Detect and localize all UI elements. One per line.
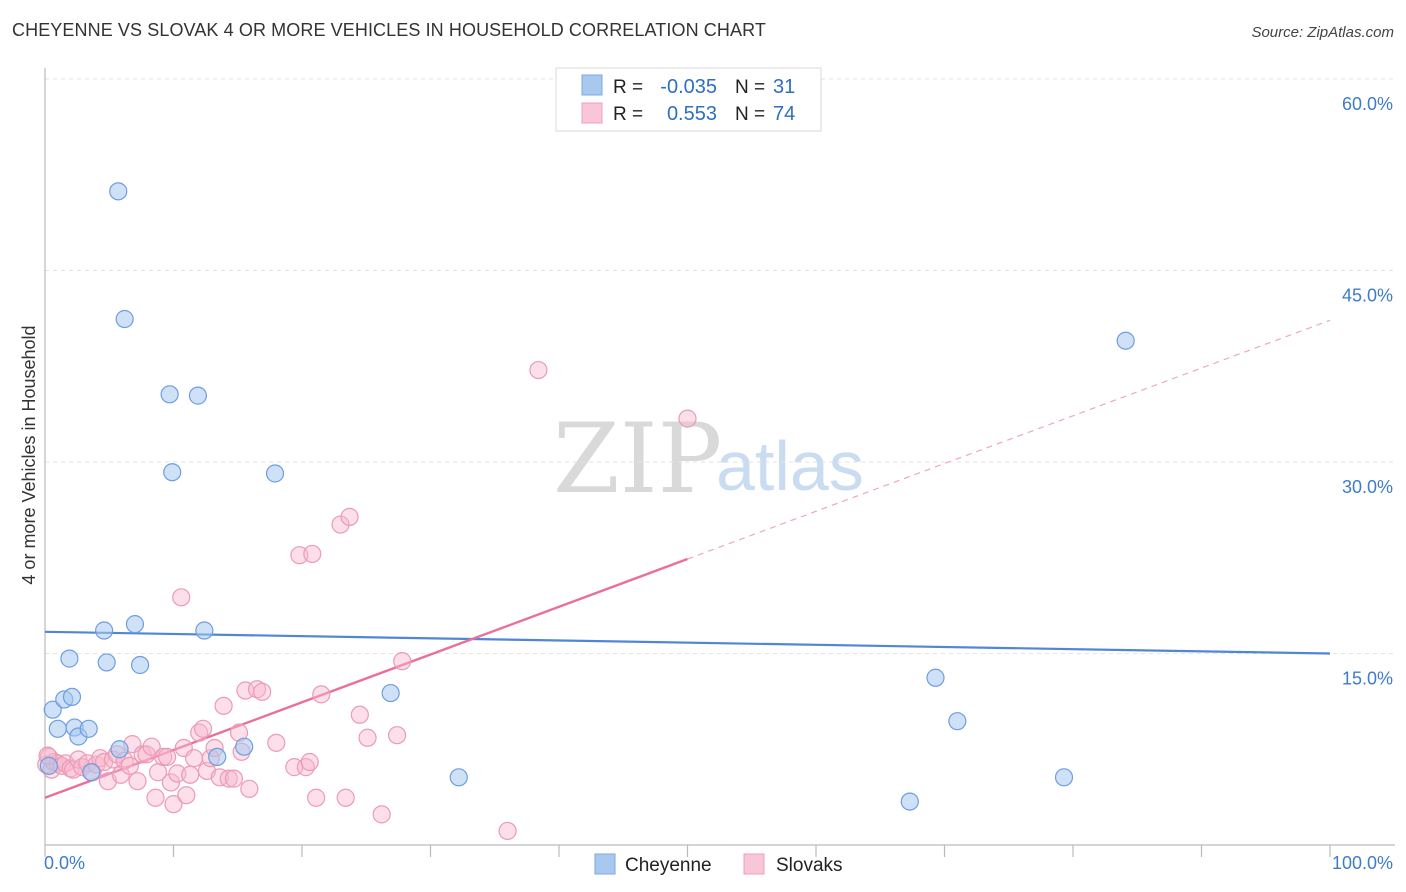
data-point-slovaks bbox=[142, 737, 161, 756]
data-point-slovaks bbox=[303, 544, 322, 564]
legend-swatch-slovaks bbox=[581, 102, 603, 124]
legend-n-value-cheyenne: 31 bbox=[773, 76, 795, 98]
data-point-slovaks bbox=[172, 588, 191, 607]
y-tick-label: 60.0% bbox=[1342, 94, 1393, 114]
data-point-slovaks bbox=[498, 821, 517, 841]
data-point-cheyenne bbox=[188, 386, 208, 405]
data-point-cheyenne bbox=[39, 756, 58, 775]
top-legend: R = -0.035 N = 31 R = 0.553 N = 74 bbox=[555, 67, 822, 132]
bottom-legend-swatch-slovaks bbox=[743, 853, 765, 875]
data-point-slovaks bbox=[350, 705, 369, 724]
data-point-slovaks bbox=[177, 786, 196, 805]
data-point-slovaks bbox=[146, 788, 165, 807]
data-point-cheyenne bbox=[48, 719, 67, 738]
data-point-slovaks bbox=[340, 507, 359, 526]
data-point-cheyenne bbox=[449, 768, 468, 787]
legend-n-label-cheyenne: N = bbox=[735, 77, 765, 98]
data-point-slovaks bbox=[214, 696, 233, 715]
data-point-cheyenne bbox=[125, 615, 145, 634]
y-axis-title: 4 or more Vehicles in Household bbox=[19, 325, 39, 584]
data-point-slovaks bbox=[247, 680, 267, 699]
legend-r-value-cheyenne: -0.035 bbox=[660, 76, 717, 98]
legend-r-label-cheyenne: R = bbox=[613, 77, 643, 98]
data-point-slovaks bbox=[372, 805, 391, 824]
data-point-slovaks bbox=[253, 682, 272, 701]
data-point-slovaks bbox=[358, 728, 377, 747]
data-point-cheyenne bbox=[948, 712, 967, 731]
data-point-cheyenne bbox=[110, 740, 129, 759]
legend-n-label-slovaks: N = bbox=[735, 104, 765, 125]
data-point-cheyenne bbox=[265, 464, 285, 483]
data-point-cheyenne bbox=[109, 182, 128, 201]
data-point-slovaks bbox=[678, 409, 697, 428]
data-point-cheyenne bbox=[62, 687, 82, 707]
data-point-slovaks bbox=[128, 772, 147, 791]
data-point-slovaks bbox=[240, 779, 259, 798]
bottom-legend-swatch-cheyenne bbox=[594, 853, 616, 875]
data-point-cheyenne bbox=[163, 463, 182, 482]
trend-lines bbox=[44, 319, 1331, 799]
data-point-slovaks bbox=[161, 773, 181, 792]
grid-lines bbox=[45, 78, 1395, 654]
bottom-legend-label-slovaks: Slovaks bbox=[776, 855, 843, 876]
data-point-cheyenne bbox=[208, 747, 227, 767]
data-point-cheyenne bbox=[43, 700, 62, 719]
trend-line-slovaks bbox=[44, 557, 688, 799]
legend-swatch-cheyenne bbox=[581, 74, 603, 96]
data-point-slovaks bbox=[157, 747, 177, 767]
data-point-slovaks bbox=[529, 360, 548, 380]
legend-r-label-slovaks: R = bbox=[613, 104, 643, 125]
watermark-zip: ZIP bbox=[553, 403, 722, 515]
data-point-cheyenne bbox=[79, 719, 98, 738]
bottom-legend: Cheyenne Slovaks bbox=[594, 853, 843, 876]
y-tick-label: 15.0% bbox=[1342, 669, 1393, 689]
data-point-cheyenne bbox=[381, 683, 400, 703]
data-point-cheyenne bbox=[160, 385, 179, 404]
data-point-cheyenne bbox=[900, 792, 919, 811]
data-point-cheyenne bbox=[1116, 331, 1135, 350]
data-point-cheyenne bbox=[95, 621, 114, 640]
chart-source: Source: ZipAtlas.com bbox=[1251, 24, 1394, 41]
data-point-slovaks bbox=[300, 752, 319, 772]
watermark-atlas: atlas bbox=[716, 427, 864, 505]
legend-r-value-slovaks: 0.553 bbox=[667, 103, 717, 125]
data-point-slovaks bbox=[307, 788, 326, 807]
data-point-cheyenne bbox=[97, 653, 116, 672]
data-points bbox=[37, 182, 1135, 841]
y-tick-label: 45.0% bbox=[1342, 286, 1393, 306]
axis-ticks: 15.0% 30.0% 45.0% 60.0% bbox=[44, 94, 1393, 857]
data-point-slovaks bbox=[267, 733, 286, 752]
data-point-cheyenne bbox=[130, 655, 150, 675]
data-point-slovaks bbox=[184, 749, 204, 768]
data-point-slovaks bbox=[336, 788, 355, 807]
axes bbox=[44, 68, 1395, 846]
data-point-slovaks bbox=[120, 756, 139, 775]
data-point-cheyenne bbox=[195, 621, 214, 640]
chart-title: CHEYENNE VS SLOVAK 4 OR MORE VEHICLES IN… bbox=[12, 20, 766, 40]
data-point-slovaks bbox=[154, 747, 173, 767]
legend-n-value-slovaks: 74 bbox=[773, 103, 795, 125]
data-point-cheyenne bbox=[82, 763, 101, 782]
data-point-slovaks bbox=[393, 652, 412, 671]
data-point-slovaks bbox=[312, 685, 331, 704]
data-point-cheyenne bbox=[1054, 768, 1074, 787]
trend-line-cheyenne bbox=[44, 630, 1331, 655]
data-point-cheyenne bbox=[60, 649, 79, 668]
data-point-cheyenne bbox=[115, 309, 134, 329]
x-tick-label-min: 0.0% bbox=[44, 853, 85, 873]
data-point-slovaks bbox=[387, 726, 407, 745]
data-point-slovaks bbox=[224, 769, 243, 788]
data-point-slovaks bbox=[181, 765, 200, 784]
data-point-slovaks bbox=[164, 795, 183, 814]
y-tick-label: 30.0% bbox=[1342, 477, 1393, 497]
data-point-cheyenne bbox=[235, 737, 254, 756]
x-tick-label-max: 100.0% bbox=[1332, 853, 1393, 873]
data-point-slovaks bbox=[193, 719, 213, 738]
trend-line-slovaks-extension bbox=[687, 319, 1331, 560]
data-point-slovaks bbox=[219, 769, 238, 788]
data-point-cheyenne bbox=[926, 668, 945, 687]
bottom-legend-label-cheyenne: Cheyenne bbox=[625, 855, 712, 876]
